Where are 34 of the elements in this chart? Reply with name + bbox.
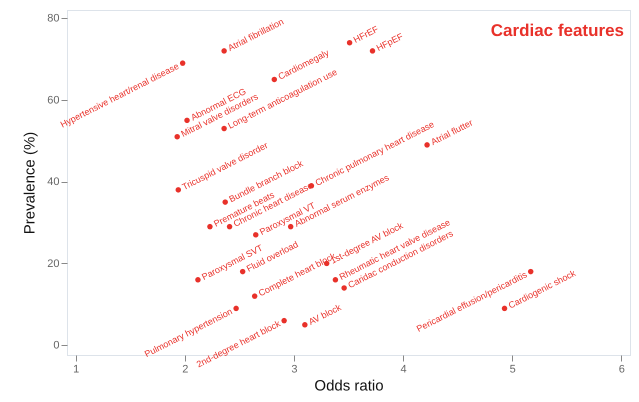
- point: [207, 224, 213, 230]
- point: [233, 306, 239, 312]
- point: [252, 293, 258, 299]
- point: [180, 60, 186, 66]
- x-tick-label: 4: [400, 364, 407, 376]
- point: [222, 199, 228, 205]
- point: [221, 126, 227, 132]
- point: [332, 277, 338, 283]
- x-tick-label: 3: [291, 364, 298, 376]
- x-tick-label: 6: [618, 364, 625, 376]
- point: [370, 48, 376, 54]
- x-axis-title: Odds ratio: [314, 378, 384, 394]
- point: [528, 268, 534, 274]
- y-tick-label: 0: [53, 340, 60, 352]
- point: [176, 187, 182, 193]
- text: Cardiac features: [490, 21, 624, 40]
- point: [281, 318, 287, 324]
- y-tick-label: 20: [47, 258, 60, 270]
- x-tick-label: 1: [73, 364, 80, 376]
- point: [174, 134, 180, 140]
- point: [253, 232, 258, 238]
- y-tick-label: 40: [47, 176, 60, 188]
- y-tick-label: 80: [47, 12, 60, 25]
- text: AV block: [307, 302, 344, 327]
- x-tick-label: 2: [182, 364, 188, 376]
- y-axis-title: Prevalence (%): [21, 132, 38, 234]
- point: [341, 285, 347, 291]
- point: [221, 48, 227, 54]
- point: [302, 322, 308, 328]
- x-tick-label: 5: [510, 364, 516, 376]
- point: [346, 40, 352, 46]
- y-tick-label: 60: [47, 94, 60, 106]
- point: [424, 142, 430, 148]
- point: [195, 277, 201, 283]
